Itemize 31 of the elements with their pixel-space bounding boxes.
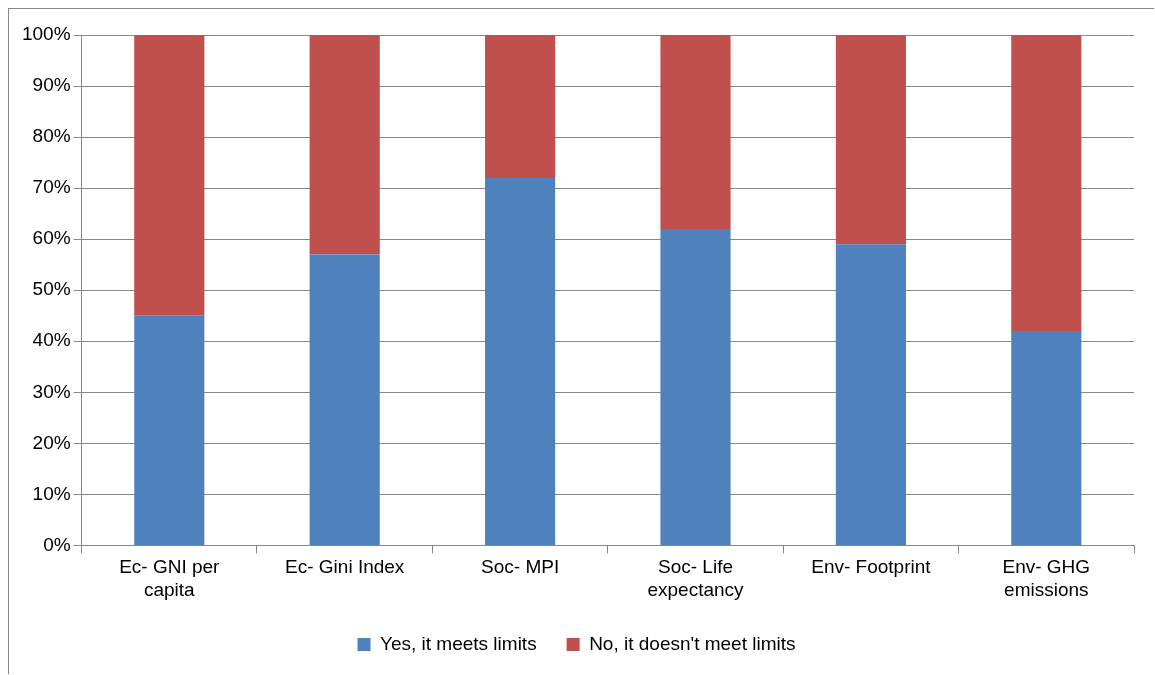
bar [1011,35,1082,332]
bar [309,35,380,255]
x-tick-label: Soc- MPI [481,556,560,578]
y-tick-label: 20% [32,431,71,453]
bar [309,254,380,545]
y-tick-label: 90% [32,74,71,96]
y-tick-label: 40% [32,329,71,351]
y-tick-label: 80% [32,125,71,147]
bar [485,177,556,545]
legend-label: No, it doesn't meet limits [589,632,796,654]
bar [134,315,205,545]
x-tick-label: Soc- Life expectancy [647,556,745,600]
bar [835,244,906,545]
x-tick-label: Env- Footprint [811,556,932,578]
y-tick-label: 0% [43,533,71,555]
bar [660,35,731,229]
bar [134,35,205,316]
bar [1011,331,1082,545]
y-tick-label: 50% [32,278,71,300]
y-tick-label: 30% [32,380,71,402]
bar [660,228,731,545]
y-tick-label: 10% [32,482,71,504]
legend-label: Yes, it meets limits [380,632,537,654]
bar [835,35,906,245]
x-tick-label: Ec- GNI per capita [119,556,221,600]
x-tick-label: Ec- Gini Index [285,556,405,578]
bar [485,35,556,178]
y-tick-label: 70% [32,176,71,198]
y-tick-label: 60% [32,227,71,249]
y-tick-label: 100% [21,23,71,45]
x-tick-label: Env- GHG emissions [1002,556,1091,600]
